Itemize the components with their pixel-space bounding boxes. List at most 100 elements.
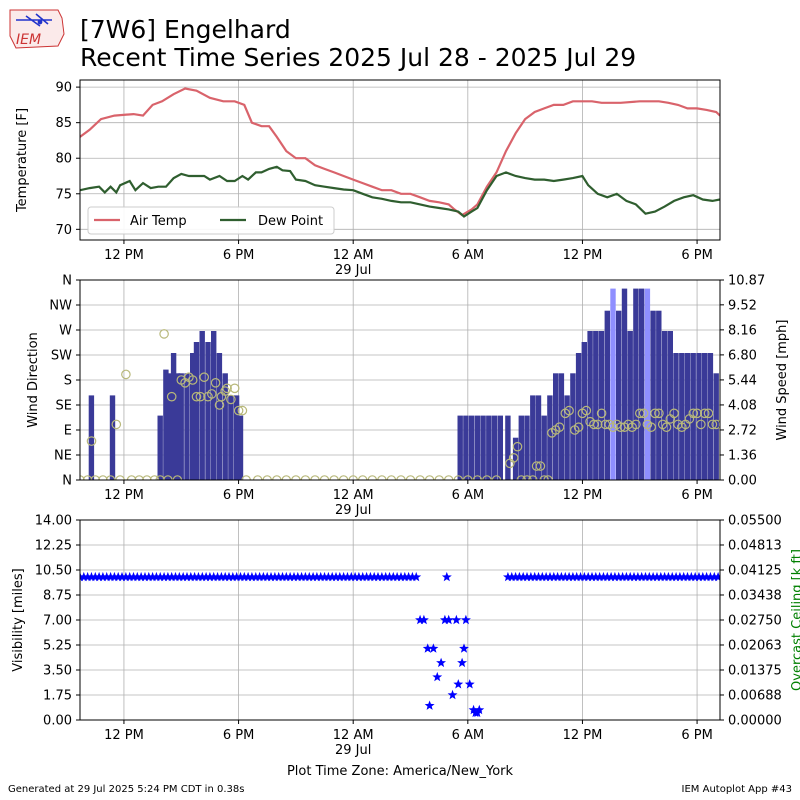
visibility-point: [155, 571, 166, 582]
visibility-point: [128, 571, 139, 582]
visibility-point: [174, 571, 185, 582]
visibility-point: [384, 571, 395, 582]
visibility-point: [254, 571, 265, 582]
visibility-point: [705, 571, 716, 582]
y-tick-label: W: [59, 324, 72, 339]
visibility-point: [428, 643, 439, 653]
wind-speed-bar: [535, 395, 542, 480]
visibility-point: [447, 689, 458, 700]
y-right-axis-label: Overcast Ceiling [k ft]: [790, 549, 800, 691]
x-tick-label: 6 PM: [681, 248, 712, 263]
visibility-point: [594, 571, 605, 582]
visibility-point: [697, 571, 708, 582]
y-tick-label: NE: [54, 449, 72, 464]
y-right-tick-label: 0.04125: [728, 564, 782, 579]
wind-speed-bar: [216, 353, 223, 480]
plot-frame: [79, 279, 721, 481]
visibility-point: [690, 571, 701, 582]
visibility-point: [312, 571, 322, 582]
visibility-point: [648, 571, 659, 582]
wind-speed-bar: [696, 353, 702, 480]
visibility-point: [392, 571, 403, 582]
visibility-point: [334, 571, 345, 582]
visibility-point: [468, 704, 479, 715]
visibility-point: [503, 571, 513, 582]
visibility-point: [694, 571, 704, 582]
visibility-point: [296, 571, 307, 582]
visibility-point: [235, 571, 246, 582]
wind-direction-point: [573, 422, 584, 432]
visibility-point: [671, 571, 681, 582]
visibility-point: [583, 571, 594, 582]
wind-speed-bar: [474, 415, 481, 480]
y-tick-label: 10.50: [35, 564, 72, 579]
wind-speed-bar: [547, 395, 553, 480]
x-tick-label: 6 AM: [452, 488, 485, 503]
y-tick-label: 90: [55, 81, 72, 96]
visibility-point: [258, 571, 269, 582]
chart-subtitle: Recent Time Series 2025 Jul 28 - 2025 Ju…: [80, 43, 637, 72]
visibility-point: [193, 571, 204, 582]
wind-speed-bar: [610, 288, 616, 480]
y-tick-label: 3.50: [43, 664, 72, 679]
visibility-point: [625, 571, 636, 582]
visibility-point: [602, 571, 613, 582]
visibility-point: [300, 571, 311, 582]
wind-speed-bar: [512, 437, 519, 480]
wind-speed-bar: [587, 331, 593, 480]
wind-speed-bar: [604, 310, 610, 480]
wind-speed-bar: [178, 373, 184, 480]
wind-speed-bar: [558, 373, 565, 480]
wind-direction-point: [634, 408, 645, 419]
y-right-tick-label: 6.80: [728, 348, 757, 363]
wind-speed-bar: [497, 415, 503, 480]
temp-series-line: [80, 87, 720, 217]
y-tick-label: 8.75: [43, 589, 72, 604]
visibility-point: [632, 571, 643, 582]
x-tick-label: 12 PM: [563, 248, 603, 263]
wind-speed-bar: [707, 353, 714, 480]
visibility-point: [90, 571, 101, 582]
wind-direction-point: [654, 408, 664, 419]
visibility-point: [514, 571, 525, 582]
y-tick-label: 1.75: [43, 689, 72, 704]
visibility-point: [281, 571, 292, 582]
wind-speed-bar: [684, 353, 691, 480]
wind-direction-point: [661, 422, 672, 432]
visibility-point: [185, 571, 196, 582]
visibility-point: [101, 571, 112, 582]
y-right-tick-label: 0.02063: [728, 638, 782, 653]
visibility-point: [575, 571, 586, 582]
visibility-point: [323, 571, 334, 582]
visibility-point: [98, 571, 108, 582]
wind-speed-bar: [616, 310, 622, 480]
visibility-point: [250, 571, 261, 582]
visibility-point: [354, 571, 364, 582]
visibility-point: [629, 571, 639, 582]
wind-speed-bar: [661, 331, 668, 480]
visibility-point: [443, 614, 454, 625]
wind-direction-point: [535, 461, 546, 471]
visibility-point: [292, 571, 303, 582]
visibility-point: [208, 571, 219, 582]
wind-speed-bar: [633, 288, 639, 480]
visibility-point: [640, 571, 651, 582]
visibility-point: [436, 657, 446, 668]
visibility-point: [224, 571, 234, 582]
legend-label-temp: Air Temp: [130, 214, 187, 229]
iem-logo: IEM: [6, 6, 68, 54]
wind-direction-point: [703, 408, 714, 419]
x-tick-label: 12 AM: [333, 728, 374, 743]
y-tick-label: E: [64, 424, 72, 439]
x-tick-label: 6 PM: [681, 488, 712, 503]
logo-text: IEM: [16, 32, 41, 48]
visibility-point: [533, 571, 544, 582]
wind-direction-point: [554, 422, 565, 432]
visibility-point: [369, 571, 380, 582]
wind-speed-bar: [174, 373, 181, 480]
y-right-tick-label: 8.16: [728, 323, 757, 338]
y-right-tick-label: 4.08: [728, 398, 757, 413]
y-tick-label: 12.25: [35, 539, 72, 554]
wind-speed-bar: [486, 415, 492, 480]
